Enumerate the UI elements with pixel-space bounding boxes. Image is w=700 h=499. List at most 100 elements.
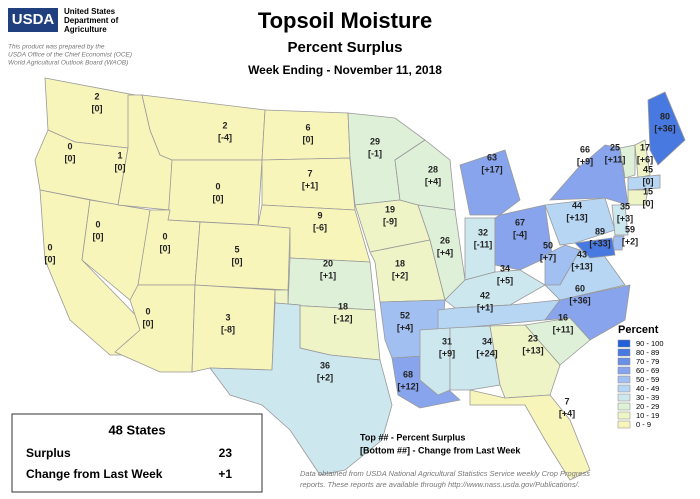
state-value: 9: [317, 210, 322, 220]
state: [647, 91, 686, 166]
state-change: [0]: [213, 193, 224, 203]
state-change: [+9]: [577, 156, 593, 166]
state-value: 7: [564, 396, 569, 406]
state: [419, 327, 451, 396]
legend-label: 20 - 29: [636, 402, 659, 411]
key: Top ## - Percent Surplus: [360, 432, 465, 442]
legend-label: 80 - 89: [636, 348, 659, 357]
state-change: [0]: [65, 153, 76, 163]
state-value: 67: [515, 217, 525, 227]
state-value: 6: [305, 122, 310, 132]
state-change: [0]: [643, 176, 654, 186]
state: [209, 302, 393, 476]
state-change: [0]: [143, 318, 154, 328]
state-value: 0: [47, 242, 52, 252]
state-change: [+11]: [605, 154, 626, 164]
state-value: 2: [222, 120, 227, 130]
state-value: 18: [338, 301, 348, 311]
state-change: [+5]: [497, 275, 513, 285]
legend-label: 50 - 59: [636, 375, 659, 384]
state-value: 35: [620, 201, 630, 211]
state-value: 52: [400, 310, 410, 320]
state-change: [+13]: [566, 212, 587, 222]
state-change: [+1]: [477, 302, 493, 312]
legend-swatch: [617, 357, 631, 366]
state: [627, 189, 649, 206]
state-value: 15: [643, 186, 653, 196]
state-value: 32: [478, 227, 488, 237]
state-change: [+36]: [569, 295, 590, 305]
state: [449, 325, 501, 391]
state-change: [0]: [303, 134, 314, 144]
summary-title: 48 States: [108, 422, 165, 437]
legend-label: 60 - 69: [636, 366, 659, 375]
states: 2 [0] 0 [0] 0 [0] 0 [0] 1 [0] 2 [-4] 0 [0] 0 [0] 0 [0] 5 [0…: [34, 77, 686, 481]
state-value: 31: [442, 336, 452, 346]
legend-swatch: [617, 384, 631, 393]
state-change: [+9]: [439, 348, 455, 358]
state: [194, 221, 291, 291]
state-value: 25: [610, 142, 620, 152]
summary-value: +1: [218, 467, 232, 481]
state-change: [+2]: [392, 270, 408, 280]
state-change: [-1]: [368, 148, 382, 158]
legend-swatch: [617, 402, 631, 411]
state-change: [+7]: [540, 252, 556, 262]
state-change: [0]: [643, 198, 654, 208]
state-value: 36: [320, 360, 330, 370]
state-change: [+1]: [320, 270, 336, 280]
state-value: 26: [440, 235, 450, 245]
state-change: [-8]: [221, 324, 235, 334]
logo: USDA: [12, 11, 55, 28]
legend-label: 0 - 9: [636, 420, 651, 429]
state-change: [+11]: [553, 324, 574, 334]
key: [Bottom ##] - Change from Last Week: [360, 445, 521, 455]
state: [619, 144, 636, 179]
state-value: 17: [640, 142, 650, 152]
state-change: [+2]: [317, 372, 333, 382]
subtitle: Percent Surplus: [287, 39, 402, 56]
state-change: [+3]: [617, 213, 633, 223]
state-value: 0: [162, 231, 167, 241]
state-change: [+24]: [476, 348, 497, 358]
state-change: [-4]: [218, 132, 232, 142]
state-change: [-11]: [474, 239, 493, 249]
state-value: 80: [660, 111, 670, 121]
state-value: 43: [577, 249, 587, 259]
credit: USDA Office of the Chief Economist (OCE): [8, 52, 132, 59]
state: [469, 389, 591, 481]
state-value: 63: [487, 152, 497, 162]
state-value: 23: [528, 333, 538, 343]
state-value: 44: [572, 200, 582, 210]
state-value: 0: [95, 219, 100, 229]
state-change: [-6]: [313, 222, 327, 232]
state-value: 29: [370, 136, 380, 146]
legend-swatch: [617, 393, 631, 402]
state-value: 89: [595, 226, 605, 236]
credit: World Agricultural Outlook Board (WAOB): [8, 60, 128, 67]
state-value: 34: [482, 336, 492, 346]
state-value: 28: [428, 164, 438, 174]
title: Topsoil Moisture: [258, 8, 432, 33]
agency: Agriculture: [64, 25, 107, 34]
state-value: 7: [307, 168, 312, 178]
state-value: 0: [67, 141, 72, 151]
agency: Department of: [64, 16, 119, 25]
state-change: [0]: [160, 243, 171, 253]
state-value: 0: [145, 306, 150, 316]
agency: United States: [64, 7, 116, 16]
state-change: [+4]: [397, 322, 413, 332]
state-change: [+6]: [637, 154, 653, 164]
logo-box: [8, 8, 58, 32]
state: [611, 204, 629, 236]
state-change: [+1]: [302, 180, 318, 190]
summary-value: 23: [219, 446, 233, 460]
state-change: [+33]: [589, 238, 610, 248]
state-value: 60: [575, 283, 585, 293]
state-change: [0]: [232, 256, 243, 266]
state-change: [+13]: [571, 261, 592, 271]
state-value: 34: [500, 263, 510, 273]
state-value: 5: [234, 244, 239, 254]
legend-label: 70 - 79: [636, 357, 659, 366]
legend-label: 40 - 49: [636, 384, 659, 393]
